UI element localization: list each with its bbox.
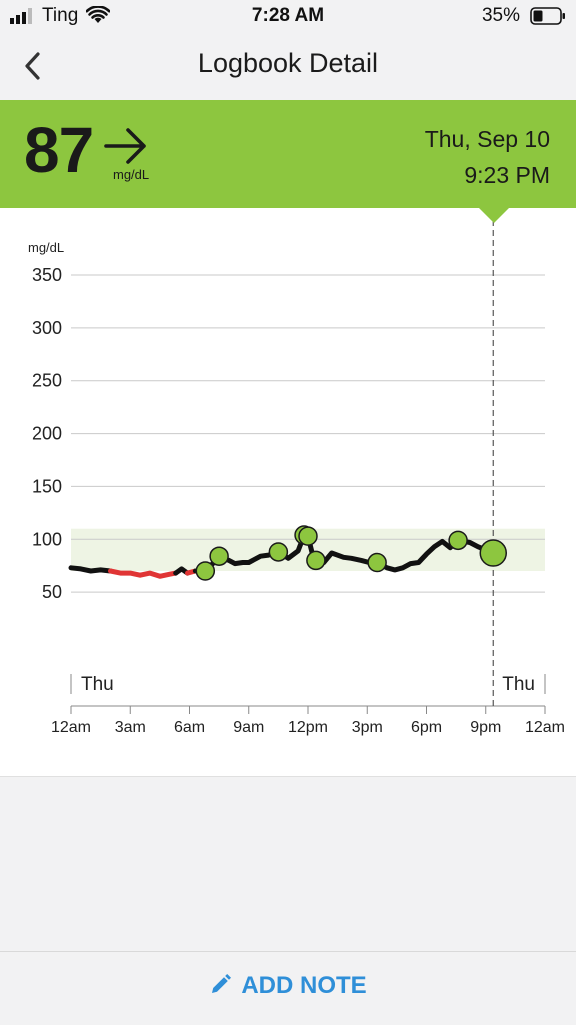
x-tick-label: 9am xyxy=(233,719,264,736)
reading-marker[interactable] xyxy=(448,530,468,551)
glucose-chart[interactable]: 50 100 150 200 250 300 350 mg/dL 12am 3am 6am 9am 12… xyxy=(0,208,576,776)
x-tick-label: 12pm xyxy=(288,719,328,736)
current-reading-marker[interactable] xyxy=(479,539,508,567)
x-tick-label: 12am xyxy=(51,719,91,736)
y-axis-label: mg/dL xyxy=(28,240,64,255)
y-tick-label: 250 xyxy=(32,371,62,391)
x-tick-label: 6pm xyxy=(411,719,442,736)
signal-icon xyxy=(10,8,32,24)
y-tick-label: 50 xyxy=(42,582,62,602)
glucose-line xyxy=(192,532,496,574)
y-tick-label: 350 xyxy=(32,265,62,285)
back-button[interactable] xyxy=(18,48,50,84)
chevron-left-icon xyxy=(25,52,40,80)
wifi-icon xyxy=(86,6,110,23)
x-tick-label: 3am xyxy=(115,719,146,736)
glucose-value: 87 xyxy=(24,114,94,186)
y-tick-label: 150 xyxy=(32,476,62,496)
carrier-name: Ting xyxy=(42,5,79,26)
reading-marker[interactable] xyxy=(268,542,289,562)
pencil-icon xyxy=(212,974,232,993)
current-time-pointer xyxy=(479,208,509,223)
nav-bar: Logbook Detail xyxy=(0,34,576,101)
reading-time: 9:23 PM xyxy=(464,162,550,188)
y-tick-label: 300 xyxy=(32,318,62,338)
x-tick-label: 9pm xyxy=(470,719,501,736)
glucose-line xyxy=(68,565,113,574)
reading-marker[interactable] xyxy=(367,552,387,573)
x-tick-label: 12am xyxy=(525,719,565,736)
arrow-right-icon xyxy=(104,128,146,164)
reading-marker[interactable] xyxy=(306,550,326,571)
x-tick-label: 6am xyxy=(174,719,205,736)
reading-marker[interactable] xyxy=(298,526,318,546)
reading-marker[interactable] xyxy=(209,546,229,566)
status-bar: Ting 7:28 AM 35% xyxy=(0,0,576,34)
add-note-label: ADD NOTE xyxy=(241,972,367,999)
status-time: 7:28 AM xyxy=(251,5,325,26)
day-label: Thu xyxy=(81,674,114,695)
add-note-button[interactable]: ADD NOTE xyxy=(0,972,576,1000)
reading-date: Thu, Sep 10 xyxy=(424,126,550,152)
reading-marker[interactable] xyxy=(195,561,216,581)
reading-banner: 87 mg/dL Thu, Sep 10 9:23 PM xyxy=(0,100,576,208)
glucose-unit: mg/dL xyxy=(113,167,150,182)
x-tick-label: 3pm xyxy=(352,719,383,736)
battery-percent: 35% xyxy=(481,5,520,26)
y-tick-label: 200 xyxy=(32,424,62,444)
page-title: Logbook Detail xyxy=(197,48,379,78)
y-tick-label: 100 xyxy=(32,529,62,549)
battery-icon xyxy=(530,7,565,25)
glucose-line-low xyxy=(108,568,179,579)
day-label: Thu xyxy=(502,674,535,695)
chart-card: 50 100 150 200 250 300 350 mg/dL 12am 3am 6am 9am 12… xyxy=(0,208,576,777)
bottom-action-bar: ADD NOTE xyxy=(0,951,576,1025)
